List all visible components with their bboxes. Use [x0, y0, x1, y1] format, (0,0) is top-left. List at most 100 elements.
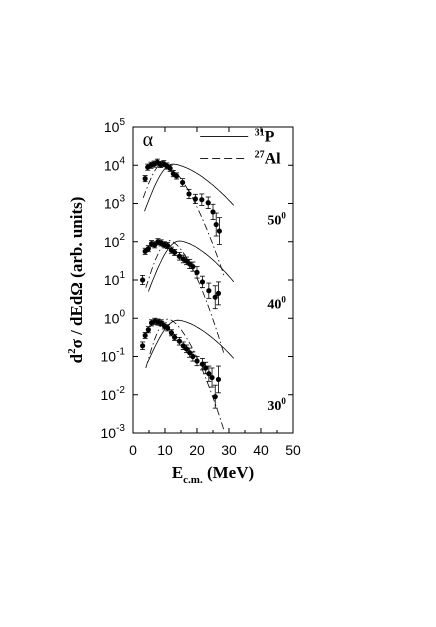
x-axis-label-unit: (MeV): [203, 463, 254, 482]
angle-value: 40: [267, 298, 281, 313]
angle-label: 300: [267, 396, 286, 414]
legend-mass-number: 31: [255, 128, 265, 139]
data-point-50: [186, 191, 192, 197]
y-tick-exponent: -1: [116, 347, 125, 358]
data-point-30: [190, 353, 196, 360]
x-tick-label: 20: [189, 442, 205, 458]
y-tick-base: 10: [101, 349, 117, 365]
x-tick-label: 10: [157, 442, 173, 458]
y-tick-label: 10-2: [101, 385, 126, 403]
angle-label: 500: [267, 211, 286, 229]
y-tick-base: 10: [104, 310, 120, 326]
data-point-30: [142, 332, 148, 339]
y-tick-exponent: 0: [119, 308, 125, 319]
x-tick-label: 0: [129, 442, 137, 458]
x-axis-label-sub: c.m.: [183, 474, 203, 486]
y-tick-base: 10: [101, 425, 117, 441]
data-point-40: [215, 290, 222, 296]
data-point-50: [216, 228, 222, 234]
legend-mass-number: 27: [255, 150, 265, 161]
data-point-50: [210, 209, 216, 215]
legend-entry: 27Al: [255, 150, 282, 168]
data-point-30: [203, 365, 209, 371]
y-tick-base: 10: [104, 119, 120, 135]
data-point-30: [164, 325, 171, 331]
data-point-30: [206, 371, 212, 377]
y-tick-exponent: 3: [119, 194, 125, 205]
data-point-50: [213, 221, 219, 228]
y-tick-label: 101: [104, 270, 126, 288]
y-tick-base: 10: [104, 234, 120, 250]
x-tick-label: 30: [221, 442, 237, 458]
data-point-30: [176, 338, 182, 344]
data-point-30: [187, 350, 193, 356]
data-point-30: [212, 394, 218, 400]
y-tick-label: 105: [104, 117, 126, 135]
data-point-50: [180, 179, 186, 186]
data-point-40: [206, 288, 212, 294]
data-point-50: [167, 165, 173, 171]
data-point-50: [205, 200, 211, 206]
data-point-30: [209, 374, 215, 381]
angle-degree: 0: [281, 295, 286, 305]
curve-27Al-30: [145, 318, 225, 432]
data-point-30: [183, 346, 190, 352]
y-axis-label-rest: σ / dEdΩ (arb. units): [67, 197, 86, 349]
angle-label: 400: [267, 295, 286, 313]
data-point-50: [142, 176, 148, 182]
legend-entry: 31P: [255, 128, 275, 146]
y-tick-label: 10-1: [101, 347, 126, 365]
y-tick-base: 10: [101, 387, 117, 403]
y-tick-label: 10-3: [101, 423, 126, 441]
data-point-40: [140, 277, 146, 283]
legend-element: P: [265, 129, 275, 146]
data-point-50: [173, 173, 180, 179]
data-point-30: [172, 334, 178, 340]
y-tick-exponent: 5: [119, 117, 125, 128]
curve-31P-50: [144, 163, 235, 212]
x-axis-label-main: E: [172, 463, 183, 482]
panel-label: α: [143, 129, 154, 151]
data-point-30: [194, 358, 200, 364]
y-tick-label: 103: [104, 194, 126, 212]
y-tick-base: 10: [104, 272, 120, 288]
data-point-30: [140, 343, 146, 349]
x-axis-label: Ec.m. (MeV): [172, 463, 254, 486]
data-point-40: [190, 264, 196, 270]
y-axis-label-d2: d: [67, 353, 86, 363]
curve-31P-30: [147, 319, 235, 363]
y-tick-label: 102: [104, 232, 126, 250]
data-point-40: [164, 242, 171, 249]
data-point-30: [215, 376, 222, 383]
data-point-40: [199, 279, 206, 285]
y-axis-label: d2σ / dEdΩ (arb. units): [66, 197, 86, 364]
y-tick-base: 10: [104, 157, 120, 173]
y-tick-exponent: -2: [116, 385, 125, 396]
data-point-40: [176, 253, 182, 259]
y-tick-label: 104: [104, 155, 126, 173]
data-point-30: [199, 361, 206, 367]
y-tick-exponent: 2: [119, 232, 125, 243]
x-tick-label: 40: [253, 442, 269, 458]
legend-element: Al: [265, 151, 282, 168]
angle-value: 30: [267, 399, 281, 414]
data-point-40: [194, 269, 200, 275]
y-axis-label-sup: 2: [66, 348, 78, 354]
angle-degree: 0: [281, 211, 286, 221]
data-point-40: [172, 249, 178, 256]
y-tick-exponent: -3: [116, 423, 125, 434]
y-tick-exponent: 1: [119, 270, 125, 281]
curve-27Al-50: [142, 162, 225, 277]
data-point-30: [145, 327, 151, 333]
y-tick-exponent: 4: [119, 155, 125, 166]
data-point-40: [212, 294, 218, 300]
data-point-50: [192, 196, 198, 202]
angle-degree: 0: [281, 396, 286, 406]
curve-31P-40: [148, 240, 235, 292]
angle-value: 50: [267, 214, 281, 229]
data-point-40: [145, 246, 151, 252]
y-tick-label: 100: [104, 308, 126, 326]
data-point-50: [199, 197, 205, 203]
x-tick-label: 50: [285, 442, 301, 458]
